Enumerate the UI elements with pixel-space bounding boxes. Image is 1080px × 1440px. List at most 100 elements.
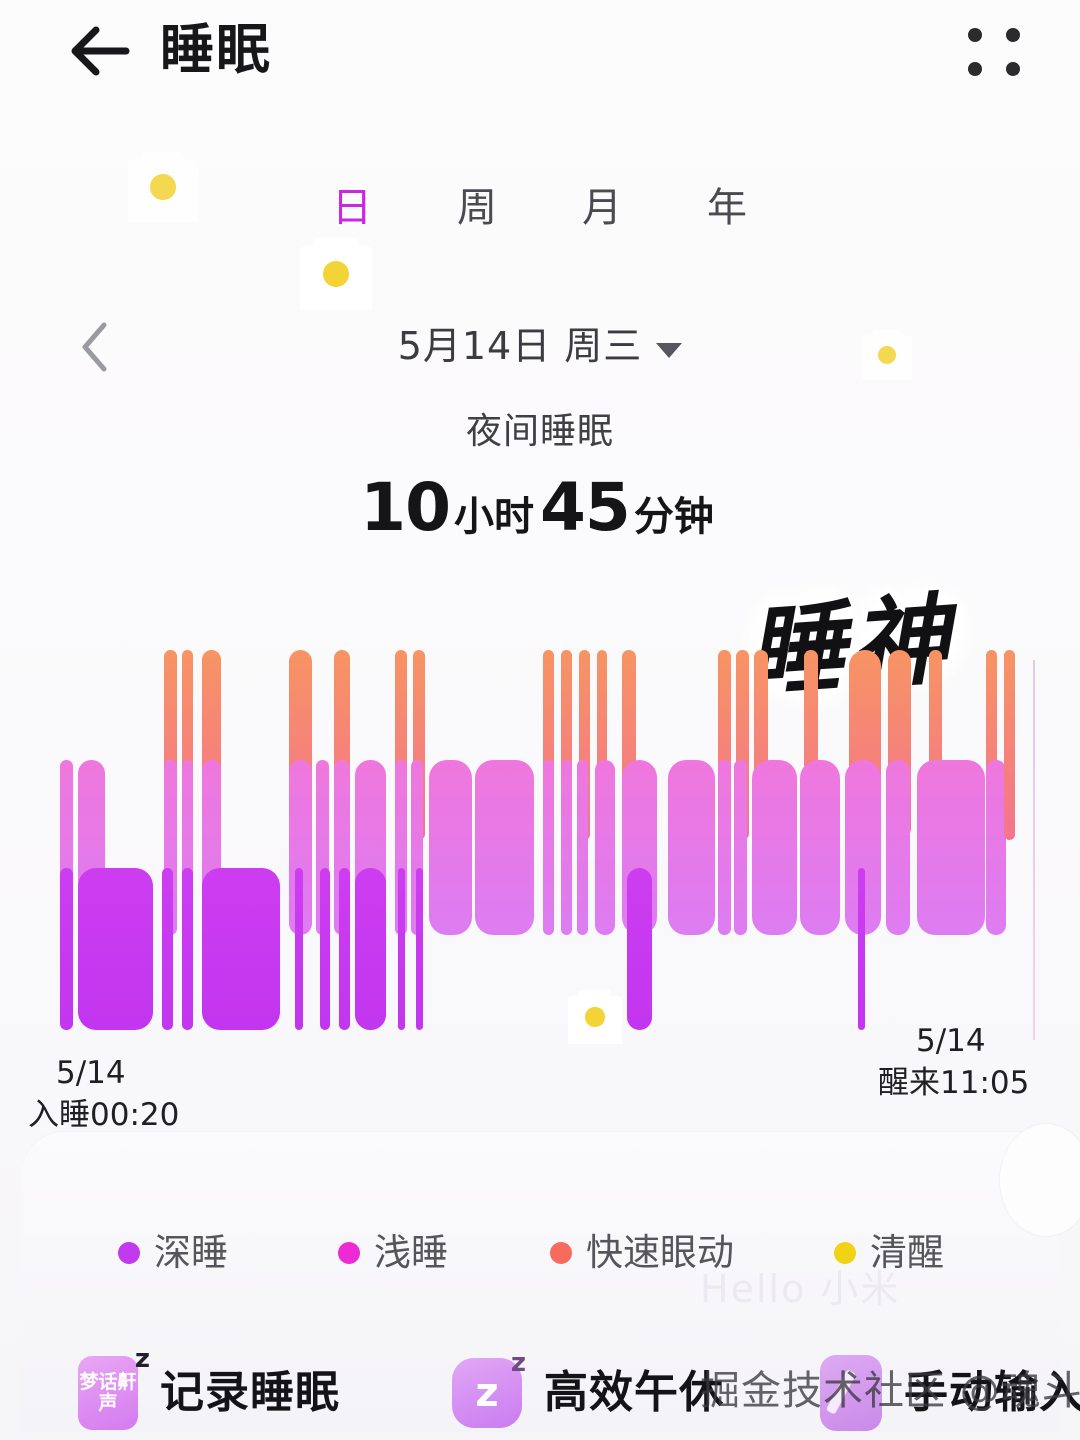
legend-item-light: 浅睡 (338, 1228, 448, 1278)
sleep-segment-rem (596, 650, 608, 840)
segment-fill (543, 760, 554, 935)
legend-dot-deep (118, 1242, 140, 1264)
back-arrow-icon[interactable] (66, 22, 134, 80)
sleep-summary: 夜间睡眠 10 小时45 分钟 (0, 405, 1080, 566)
chevron-down-icon[interactable] (656, 343, 683, 358)
sleep-segment-light (543, 760, 554, 935)
sleep-segment-deep (355, 868, 386, 1030)
tab-week[interactable]: 周 (457, 185, 498, 231)
tab-month[interactable]: 月 (582, 185, 623, 231)
segment-fill (668, 760, 715, 935)
sleep-segment-deep (201, 868, 281, 1030)
duration-minutes: 45 (540, 469, 631, 546)
date-selector[interactable]: 5月14日 周三 (0, 315, 1080, 377)
sleep-segment-light (734, 760, 747, 935)
sleep-segment-deep (294, 868, 304, 1030)
scroll-handle[interactable] (1000, 1124, 1080, 1236)
daisy-center (323, 261, 349, 287)
legend-item-awake: 清醒 (834, 1228, 944, 1278)
chart-legend: 深睡 浅睡 快速眼动 清醒 (0, 1228, 1080, 1278)
sleep-segment-rem (543, 650, 554, 840)
sleep-segment-deep (181, 868, 193, 1030)
sleep-segment-deep (339, 868, 350, 1030)
segment-fill (596, 650, 608, 840)
legend-item-deep: 深睡 (118, 1228, 228, 1278)
sleep-segment-light (475, 760, 535, 935)
chart-axis-start: 5/14 入睡00:20 (28, 1052, 179, 1136)
nap-z-small-glyph: z (510, 1348, 526, 1378)
chart-axis-end: 5/14 醒来11:05 (878, 1020, 1029, 1104)
segment-fill (578, 650, 590, 840)
sleep-segment-light (800, 760, 840, 935)
sleep-segment-deep (416, 868, 424, 1030)
sleep-segment-rem (1004, 650, 1015, 840)
period-tabs: 日 周 月 年 (0, 180, 1080, 236)
segment-fill (319, 868, 331, 1030)
sleep-segment-light (718, 760, 731, 935)
record-sleep-button[interactable]: z 梦话鼾声 记录睡眠 (78, 1344, 340, 1430)
segment-fill (339, 868, 350, 1030)
sleep-segment-deep (398, 868, 406, 1030)
nap-z-glyph: z (475, 1370, 499, 1416)
sleep-segment-deep (60, 868, 73, 1030)
manual-input-pencil-icon (820, 1355, 882, 1431)
sleep-segment-light (886, 760, 910, 935)
app-header: 睡眠 (0, 0, 1080, 105)
duration-hours: 10 (360, 469, 451, 546)
sleep-stage-chart[interactable] (0, 640, 1080, 1060)
segment-fill (800, 760, 840, 935)
tab-day[interactable]: 日 (332, 185, 373, 231)
efficient-nap-button[interactable]: z z 高效午休 (452, 1348, 724, 1428)
axis-start-time: 入睡00:20 (28, 1097, 180, 1133)
record-sleep-icon: z 梦话鼾声 (78, 1344, 150, 1430)
tab-year[interactable]: 年 (707, 185, 748, 231)
legend-dot-rem (550, 1242, 572, 1264)
sleep-segment-light (986, 760, 1007, 935)
segment-fill (577, 760, 588, 935)
legend-dot-light (338, 1242, 360, 1264)
segment-fill (718, 760, 731, 935)
legend-label-awake: 清醒 (870, 1231, 944, 1274)
sleep-duration: 10 小时45 分钟 (0, 467, 1080, 566)
sleep-chart-plot[interactable] (55, 640, 1015, 1040)
segment-fill (986, 760, 1007, 935)
date-navigation: 5月14日 周三 (0, 315, 1080, 385)
segment-fill (428, 760, 472, 935)
sleep-segment-deep (857, 868, 865, 1030)
nap-zz-icon: z z (452, 1348, 526, 1428)
axis-start-date: 5/14 (56, 1055, 126, 1091)
legend-dot-awake (834, 1242, 856, 1264)
efficient-nap-label: 高效午休 (544, 1367, 724, 1418)
page-title: 睡眠 (160, 18, 272, 81)
daisy-petals (300, 238, 372, 310)
segment-fill (181, 868, 193, 1030)
manual-input-button[interactable]: 手动输入 (820, 1355, 1080, 1431)
chevron-left-icon[interactable] (78, 321, 112, 373)
axis-end-time: 醒来11:05 (878, 1065, 1030, 1101)
sleep-segment-rem (181, 650, 193, 840)
segment-fill (181, 760, 193, 935)
segment-fill (60, 868, 73, 1030)
sleep-segment-light (560, 760, 572, 935)
legend-label-rem: 快速眼动 (586, 1231, 734, 1274)
chart-end-marker (1033, 660, 1035, 1040)
manual-input-label: 手动输入 (904, 1367, 1080, 1418)
sleep-segment-light (916, 760, 985, 935)
segment-fill (78, 868, 154, 1030)
segment-fill (543, 650, 554, 840)
segment-fill (734, 760, 747, 935)
grid-menu-icon[interactable] (966, 22, 1028, 80)
sleep-segment-rem (578, 650, 590, 840)
segment-fill (916, 760, 985, 935)
legend-label-light: 浅睡 (374, 1231, 448, 1274)
segment-fill (752, 760, 797, 935)
sleep-segment-deep (627, 868, 653, 1030)
sleep-segment-deep (162, 868, 173, 1030)
segment-fill (857, 868, 865, 1030)
segment-fill (201, 868, 281, 1030)
duration-hours-unit: 小时 (454, 494, 534, 540)
segment-fill (560, 760, 572, 935)
segment-fill (986, 650, 998, 840)
legend-item-rem: 快速眼动 (550, 1228, 734, 1278)
